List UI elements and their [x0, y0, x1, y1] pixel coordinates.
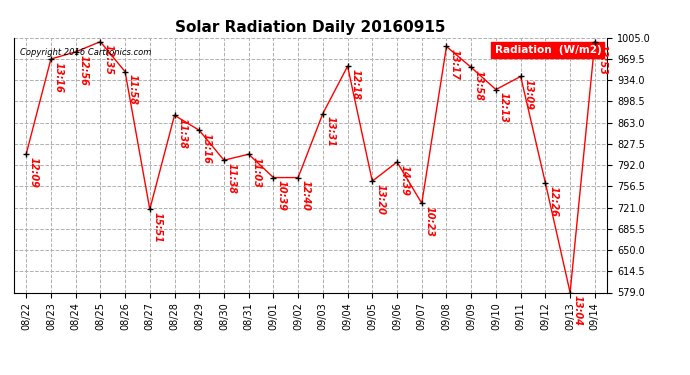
Text: 13:17: 13:17 — [449, 49, 460, 80]
Text: Copyright 2016 Cartronics.com: Copyright 2016 Cartronics.com — [20, 48, 151, 57]
Text: 13:53: 13:53 — [598, 45, 608, 75]
Text: 15:51: 15:51 — [152, 212, 163, 243]
Text: 12:35: 12:35 — [103, 45, 113, 75]
Text: 13:16: 13:16 — [54, 62, 63, 93]
Text: 10:23: 10:23 — [424, 206, 435, 237]
Text: 12:13: 12:13 — [499, 92, 509, 123]
Text: Radiation  (W/m2): Radiation (W/m2) — [495, 45, 601, 55]
Text: 12:26: 12:26 — [548, 186, 558, 217]
Text: 13:58: 13:58 — [474, 70, 484, 101]
Text: 13:31: 13:31 — [326, 116, 335, 147]
Text: 13:04: 13:04 — [573, 295, 583, 326]
Text: 12:56: 12:56 — [79, 55, 88, 86]
Text: 12:18: 12:18 — [351, 69, 360, 100]
Text: 11:38: 11:38 — [177, 118, 187, 149]
Text: 14:39: 14:39 — [400, 165, 410, 196]
Text: 12:40: 12:40 — [301, 180, 311, 211]
Text: 10:39: 10:39 — [276, 180, 286, 211]
Text: 13:20: 13:20 — [375, 184, 385, 215]
Text: 13:09: 13:09 — [524, 79, 533, 110]
Text: 11:03: 11:03 — [251, 157, 262, 188]
Title: Solar Radiation Daily 20160915: Solar Radiation Daily 20160915 — [175, 20, 446, 35]
Text: 11:58: 11:58 — [128, 74, 138, 105]
Text: 11:38: 11:38 — [227, 163, 237, 194]
Text: 12:09: 12:09 — [29, 157, 39, 188]
Text: 13:16: 13:16 — [202, 133, 212, 164]
